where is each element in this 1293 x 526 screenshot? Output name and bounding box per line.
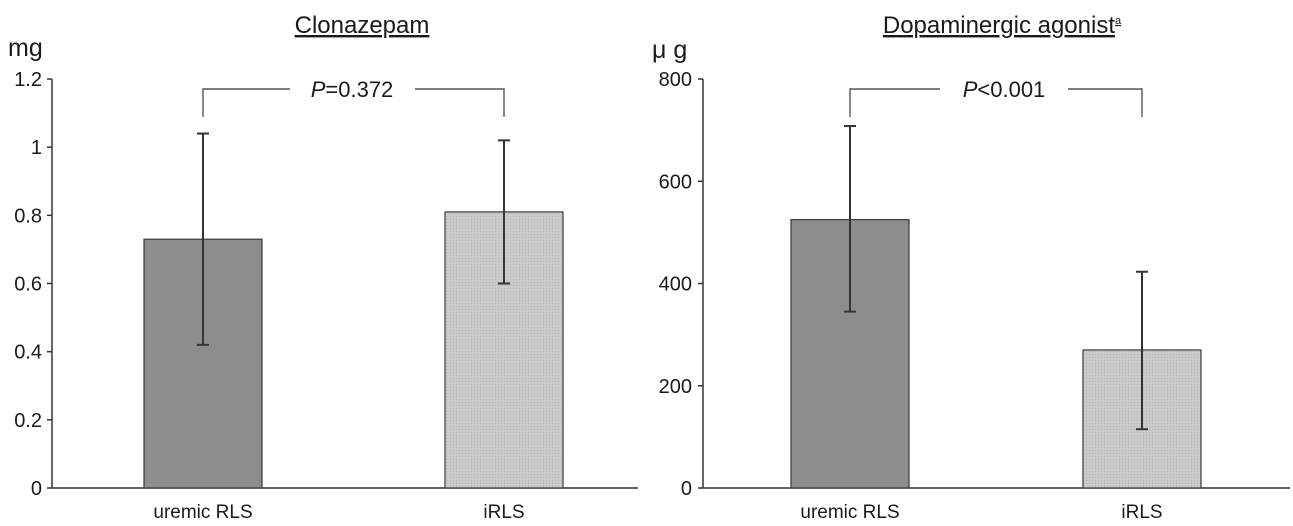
chart1-y-tick-label: 0.6 xyxy=(14,274,42,296)
chart2-p-symbol: P xyxy=(963,77,978,102)
chart2-y-tick-label: 200 xyxy=(659,376,692,398)
chart1-y-tick-label: 1 xyxy=(31,137,42,159)
chart2-bracket-left xyxy=(849,88,940,117)
chart2-bracket-right xyxy=(1068,88,1143,117)
chart1-y-tick-label: 1.2 xyxy=(14,69,42,91)
chart1-p-symbol: P xyxy=(311,77,326,102)
chart1-bracket-right xyxy=(415,88,505,117)
chart1-y-tick-label: 0.2 xyxy=(14,410,42,432)
chart2-unit-label: μ g xyxy=(652,36,687,64)
chart1-y-tick-label: 0.8 xyxy=(14,205,42,227)
chart2-category-label: iRLS xyxy=(1121,502,1162,523)
chart1-y-tick-label: 0 xyxy=(31,478,42,500)
chart2-p-operator: <0.001 xyxy=(977,77,1045,102)
chart1-category-label: iRLS xyxy=(483,502,524,523)
chart1-y-tick-label: 0.4 xyxy=(14,342,42,364)
chart2-y-tick-label: 0 xyxy=(681,478,692,500)
chart1-p-value: P=0.372 xyxy=(311,77,394,102)
chart1-bracket-left xyxy=(202,88,290,117)
chart1-unit-label: mg xyxy=(8,34,43,62)
chart2-category-label: uremic RLS xyxy=(800,502,899,523)
chart2-p-value: P<0.001 xyxy=(963,77,1046,102)
chart1-category-label: uremic RLS xyxy=(153,502,252,523)
chart2-title: Dopaminergic agonista xyxy=(883,12,1122,39)
chart2-title-superscript: a xyxy=(1115,15,1122,27)
chart2-y-tick-label: 400 xyxy=(659,274,692,296)
chart2-y-tick-label: 800 xyxy=(659,69,692,91)
chart1-p-operator: =0.372 xyxy=(325,77,393,102)
chart2-y-tick-label: 600 xyxy=(659,171,692,193)
chart1-title: Clonazepam xyxy=(295,12,430,39)
